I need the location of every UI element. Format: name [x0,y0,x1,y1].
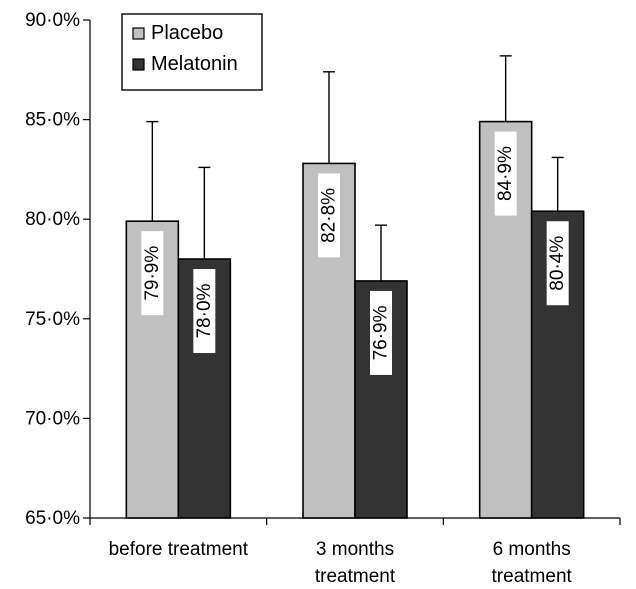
data-label-box [370,290,392,375]
y-tick-label: 75·0% [25,309,80,330]
y-tick-label: 70·0% [25,408,80,429]
data-label: 80·4% [547,236,568,291]
data-label: 84·9% [495,146,516,201]
category-label: treatment [315,566,396,587]
category-label: before treatment [109,539,249,560]
category-label: 6 months [493,539,571,560]
data-label-box [141,231,164,316]
legend-box [121,13,263,91]
data-label: 76·9% [371,305,392,360]
axes: 65·0% 70·0% 75·0% 80·0% 85·0% 90·0% before tre… [25,10,621,587]
data-label-box [546,221,569,306]
legend-label-melatonin: Melatonin [151,53,238,75]
data-labels: 79·9% 82·8% 84·9% 78·0% 76·9% 80·4% [141,131,569,375]
legend-swatch-melatonin [132,58,145,71]
y-tick-label: 90·0% [25,10,80,31]
data-label: 82·8% [319,188,340,243]
data-label-box [494,131,517,216]
data-label-box [193,269,216,354]
data-label-box [318,173,340,258]
legend-swatch-placebo [132,27,145,40]
data-label: 78·0% [194,283,215,338]
category-label: 3 months [316,539,394,560]
category-label: treatment [492,566,573,587]
legend: Placebo Melatonin [121,13,263,91]
y-tick-label: 85·0% [25,110,80,131]
data-label: 79·9% [142,246,163,301]
y-tick-label: 65·0% [25,508,80,529]
legend-label-placebo: Placebo [151,22,223,44]
y-tick-label: 80·0% [25,209,80,230]
